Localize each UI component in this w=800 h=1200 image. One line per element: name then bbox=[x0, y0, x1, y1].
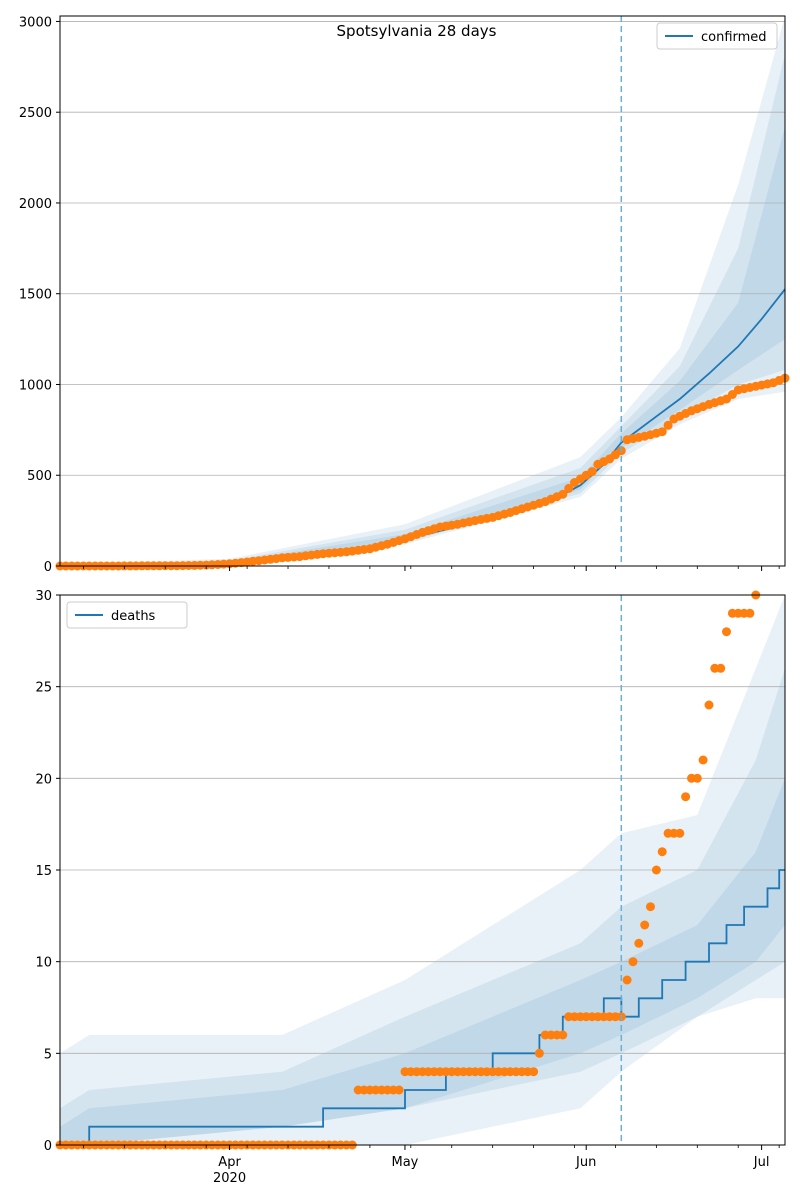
y-tick-label: 2500 bbox=[19, 106, 52, 121]
observed-point bbox=[558, 489, 568, 499]
y-tick-label: 10 bbox=[35, 956, 52, 971]
y-tick-label: 1000 bbox=[19, 378, 52, 393]
observed-point bbox=[564, 483, 574, 493]
observed-point bbox=[698, 755, 708, 765]
y-tick-label: 2000 bbox=[19, 197, 52, 212]
x-tick-label: Apr bbox=[218, 1155, 241, 1170]
y-tick-label: 30 bbox=[35, 589, 52, 604]
y-tick-label: 3000 bbox=[19, 15, 52, 30]
observed-point bbox=[704, 700, 714, 710]
deaths-series bbox=[55, 590, 785, 1150]
x-tick-label: Jul bbox=[753, 1155, 770, 1170]
observed-point bbox=[657, 427, 667, 437]
legend-label: confirmed bbox=[701, 30, 767, 45]
y-tick-label: 0 bbox=[44, 1139, 52, 1154]
uncertainty-band-1 bbox=[60, 16, 785, 566]
y-tick-label: 5 bbox=[44, 1047, 52, 1062]
observed-point bbox=[646, 902, 655, 912]
observed-point bbox=[622, 975, 632, 985]
observed-point bbox=[634, 938, 644, 948]
observed-point bbox=[534, 1048, 544, 1058]
legend-box bbox=[66, 601, 188, 629]
legend-box bbox=[656, 22, 778, 50]
x-tick-label: May bbox=[392, 1155, 419, 1170]
y-tick-label: 1500 bbox=[19, 288, 52, 303]
confirmed-series bbox=[55, 288, 790, 571]
observed-point bbox=[716, 663, 726, 673]
observed-point bbox=[529, 1067, 539, 1077]
deaths-legend: deaths bbox=[66, 601, 188, 629]
observed-point bbox=[681, 792, 691, 802]
chart-title: Spotsylvania 28 days bbox=[337, 22, 497, 40]
observed-point bbox=[628, 957, 638, 967]
observed-point bbox=[558, 1030, 568, 1040]
uncertainty-band-2 bbox=[60, 54, 785, 566]
observed-point bbox=[745, 608, 755, 618]
x-tick-label: Jun bbox=[575, 1155, 596, 1170]
observed-point bbox=[722, 627, 731, 637]
confirmed-plot-frame bbox=[59, 15, 786, 567]
y-tick-label: 25 bbox=[35, 681, 52, 696]
observed-point bbox=[663, 420, 673, 430]
observed-point bbox=[587, 467, 597, 477]
confirmed-gridlines bbox=[60, 21, 785, 476]
observed-point bbox=[640, 920, 650, 930]
confirmed-chart: 0 500 1000 1500 2000 2500 3000 Spotsylvania 28… bbox=[19, 15, 790, 575]
x-tick-year-label: 2020 bbox=[213, 1171, 246, 1186]
y-tick-label: 500 bbox=[27, 469, 52, 484]
uncertainty-band-2 bbox=[60, 668, 785, 1145]
confirmed-axes: 0 500 1000 1500 2000 2500 3000 bbox=[19, 15, 780, 575]
observed-point bbox=[675, 828, 685, 838]
observed-point bbox=[692, 773, 702, 783]
observed-point bbox=[394, 1085, 404, 1095]
confirmed-uncertainty-bands bbox=[60, 16, 785, 566]
observed-point bbox=[651, 865, 661, 875]
y-tick-label: 0 bbox=[44, 560, 52, 575]
uncertainty-band-3 bbox=[60, 126, 785, 566]
y-tick-label: 15 bbox=[35, 864, 52, 879]
observed-point bbox=[657, 847, 667, 857]
y-tick-label: 20 bbox=[35, 772, 52, 787]
legend-label: deaths bbox=[111, 609, 156, 624]
confirmed-legend: confirmed bbox=[656, 22, 778, 50]
deaths-axes: 0 5 10 15 20 25 30 Apr May Jun Jul 2020 bbox=[35, 589, 780, 1186]
deaths-chart: 0 5 10 15 20 25 30 Apr May Jun Jul 2020 deaths bbox=[35, 589, 786, 1186]
